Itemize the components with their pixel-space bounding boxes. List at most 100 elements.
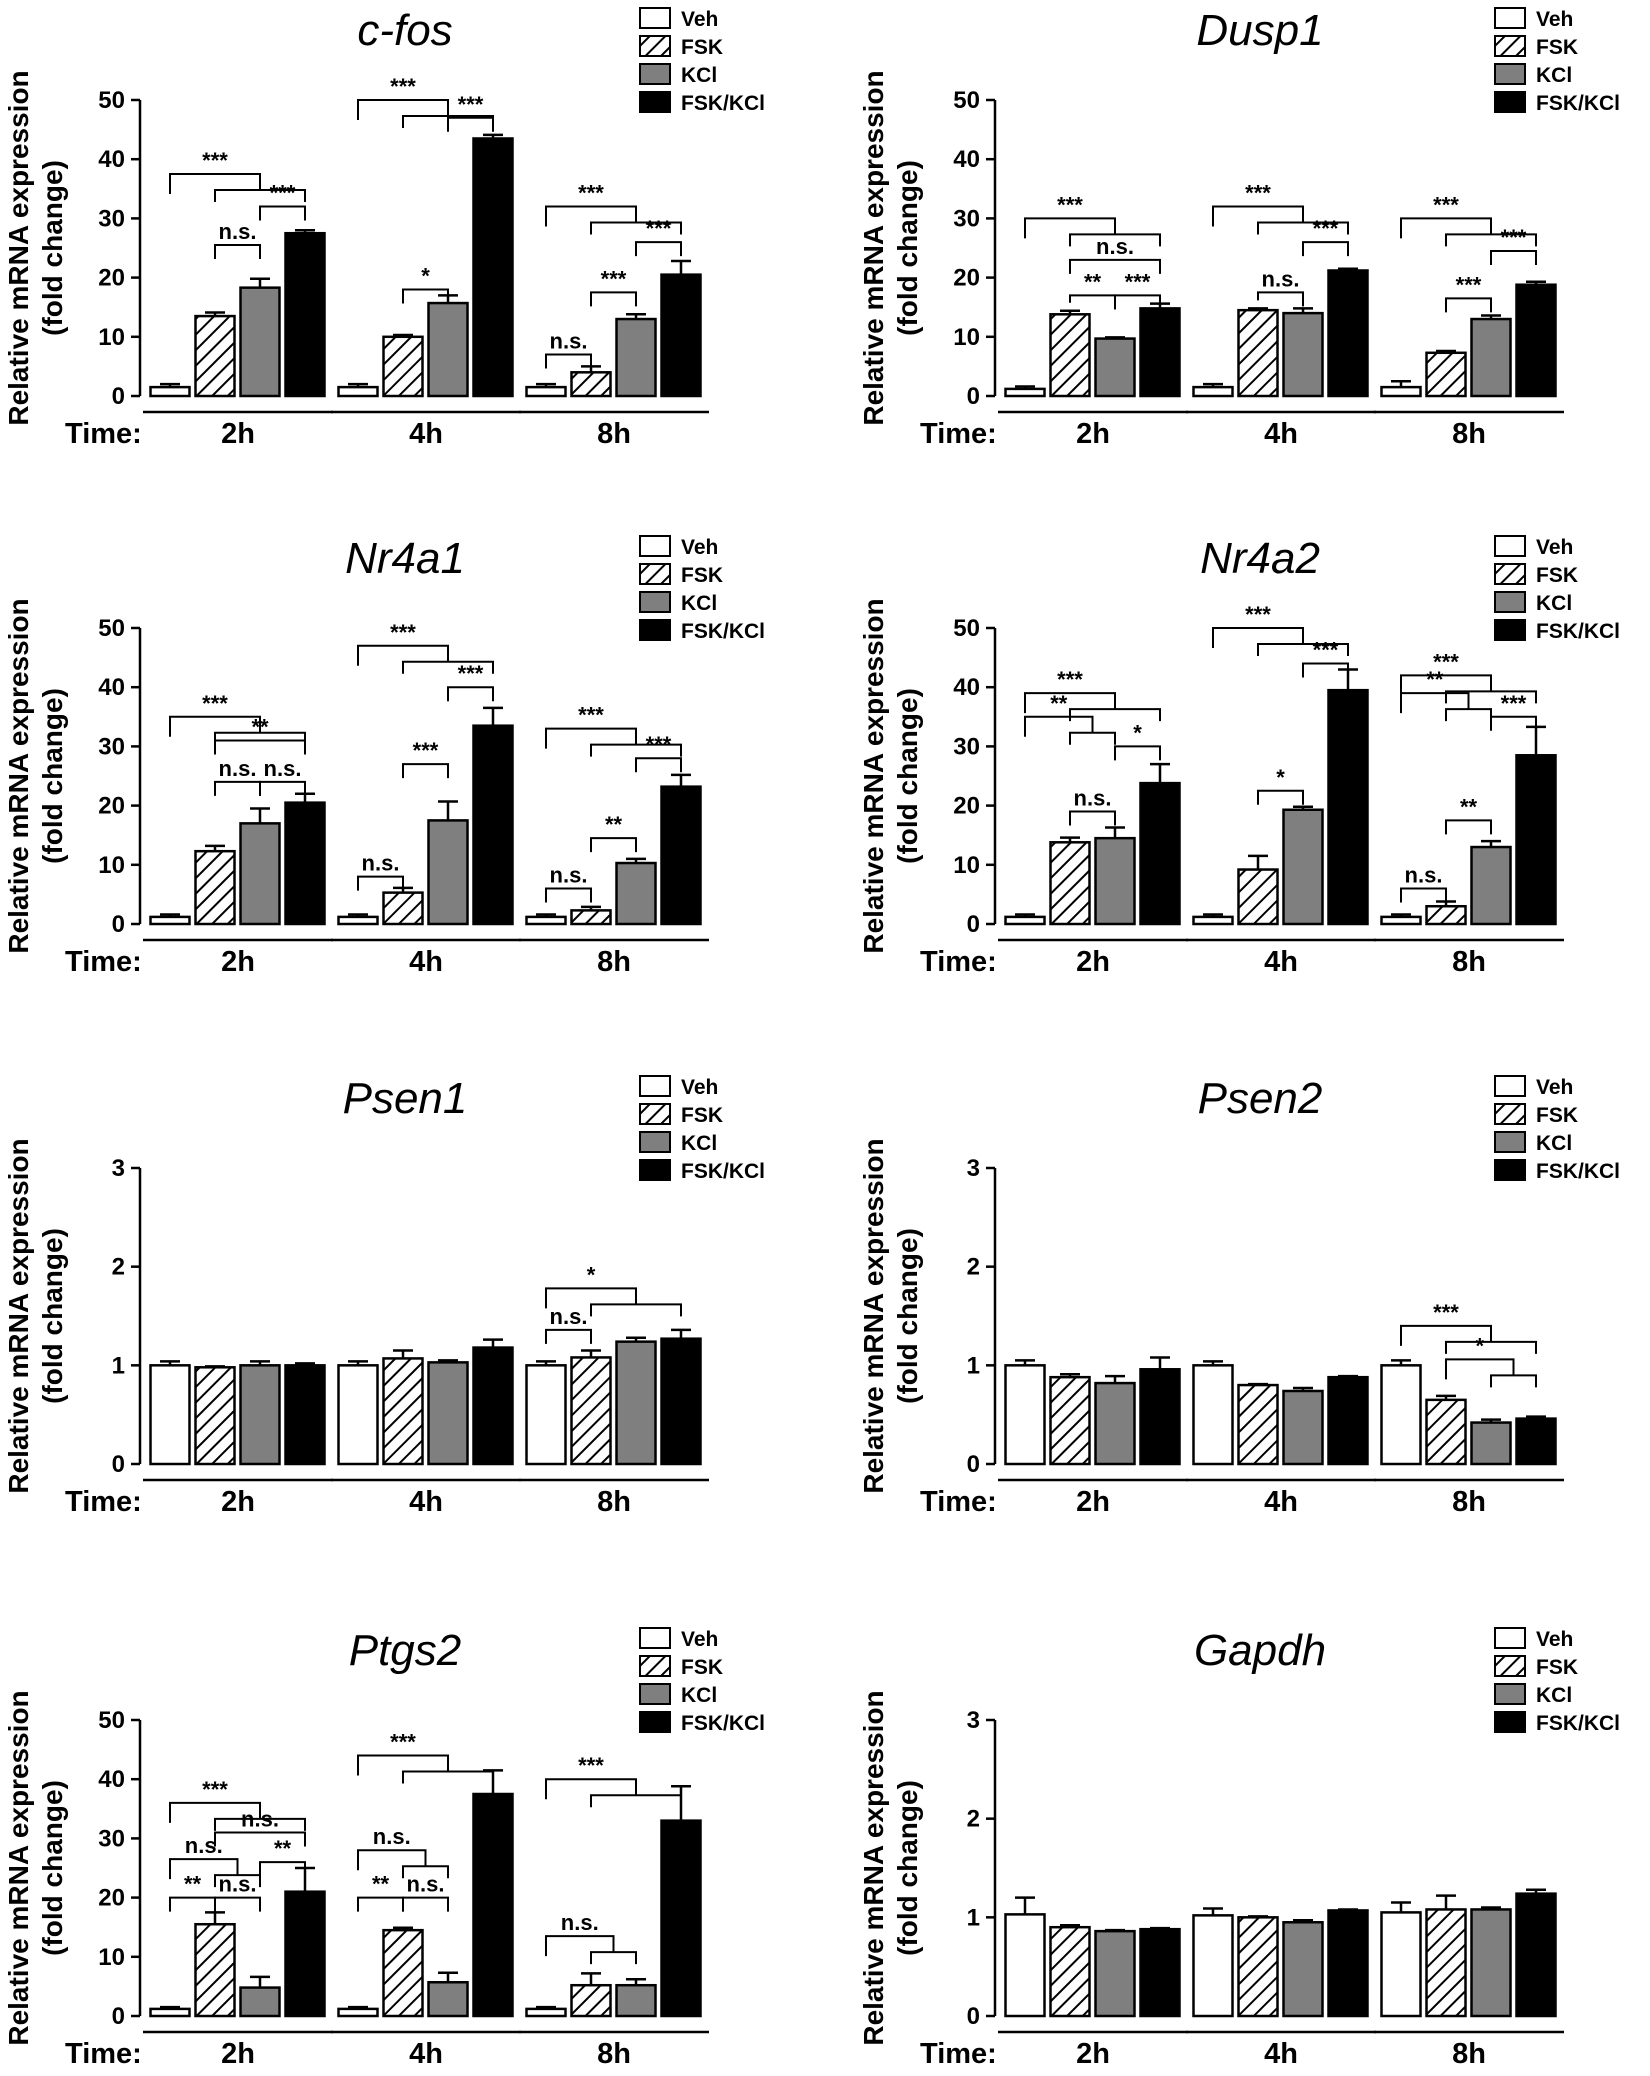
significance-bracket bbox=[1212, 627, 1304, 648]
x-category-label: 8h bbox=[1452, 2038, 1486, 2070]
bar-veh bbox=[149, 915, 191, 926]
x-category-label: 8h bbox=[597, 946, 631, 978]
significance-bracket bbox=[635, 757, 682, 773]
legend-label: KCl bbox=[1536, 64, 1572, 87]
bar-veh bbox=[149, 1364, 191, 1466]
legend-label: FSK/KCl bbox=[681, 1712, 765, 1735]
time-label: Time: bbox=[920, 1486, 997, 1518]
bar-fsk bbox=[1237, 1916, 1279, 2018]
legend-label: FSK/KCl bbox=[1536, 1160, 1620, 1183]
y-axis-label-line1: Relative mRNA expression bbox=[858, 598, 889, 953]
bar-fsk bbox=[1425, 1908, 1467, 2018]
significance-label: *** bbox=[458, 661, 484, 686]
legend-label: FSK bbox=[1536, 36, 1578, 59]
x-category-label: 2h bbox=[221, 946, 255, 978]
legend-swatch bbox=[1494, 1075, 1526, 1097]
bar-fsk bbox=[1049, 313, 1091, 398]
bar-fsk bbox=[382, 335, 424, 398]
bar-fsk-kcl bbox=[284, 801, 326, 926]
x-category-label: 2h bbox=[1076, 1486, 1110, 1518]
legend-label: FSK bbox=[1536, 564, 1578, 587]
significance-label: n.s. bbox=[550, 1304, 588, 1329]
chart-panel-nr4a2: Nr4a2 Relative mRNA expression (fold chang… bbox=[858, 534, 1620, 978]
x-category-label: 4h bbox=[1264, 1486, 1298, 1518]
y-axis-label-line1: Relative mRNA expression bbox=[3, 598, 34, 953]
bar-fsk bbox=[382, 891, 424, 926]
time-label: Time: bbox=[920, 2038, 997, 2070]
significance-label: *** bbox=[1313, 638, 1339, 663]
time-label: Time: bbox=[920, 946, 997, 978]
bar-veh bbox=[337, 915, 379, 926]
y-axis-label-line1: Relative mRNA expression bbox=[3, 70, 34, 425]
significance-bracket bbox=[1024, 692, 1116, 714]
significance-bracket bbox=[1114, 745, 1161, 761]
bar-veh bbox=[1380, 385, 1422, 398]
significance-bracket bbox=[214, 780, 261, 796]
y-axis-label: Relative mRNA expression (fold change) bbox=[858, 598, 923, 953]
legend-label: Veh bbox=[1536, 1076, 1573, 1099]
legend-label: Veh bbox=[681, 8, 718, 31]
bar-veh bbox=[1380, 1911, 1422, 2018]
bar-veh bbox=[1004, 1913, 1046, 2018]
bar-fsk-kcl bbox=[1327, 688, 1369, 926]
legend-label: KCl bbox=[681, 1132, 717, 1155]
legend-label: KCl bbox=[681, 1684, 717, 1707]
significance-label: *** bbox=[390, 74, 416, 99]
significance-label: *** bbox=[1433, 649, 1459, 674]
significance-bracket bbox=[545, 1935, 615, 1957]
y-axis-label-line1: Relative mRNA expression bbox=[858, 70, 889, 425]
y-tick-label: 30 bbox=[98, 205, 125, 232]
bar-veh bbox=[1004, 1364, 1046, 1466]
significance-label: *** bbox=[390, 1730, 416, 1755]
significance-bracket bbox=[1400, 692, 1470, 714]
legend-swatch bbox=[639, 591, 671, 613]
y-tick-label: 3 bbox=[112, 1155, 125, 1182]
significance-label: n.s. bbox=[373, 1824, 411, 1849]
significance-bracket bbox=[402, 763, 449, 779]
legend-label: KCl bbox=[1536, 592, 1572, 615]
significance-label: *** bbox=[1057, 667, 1083, 692]
legend-swatch bbox=[639, 1627, 671, 1649]
y-axis-label: Relative mRNA expression (fold change) bbox=[3, 1138, 68, 1493]
bar-fsk bbox=[194, 314, 236, 398]
bar-fsk-kcl bbox=[472, 1346, 514, 1466]
significance-label: n.s. bbox=[241, 1806, 279, 1831]
chart-panel-nr4a1: Nr4a1 Relative mRNA expression (fold chang… bbox=[3, 534, 765, 978]
significance-bracket bbox=[1400, 1324, 1492, 1346]
significance-label: n.s. bbox=[219, 219, 257, 244]
bar-kcl bbox=[1282, 1921, 1324, 2018]
significance-label: *** bbox=[1245, 602, 1271, 627]
y-tick-label: 3 bbox=[967, 1155, 980, 1182]
y-axis-label-line2: (fold change) bbox=[37, 1228, 68, 1404]
significance-bracket bbox=[545, 205, 637, 227]
significance-label: ** bbox=[251, 714, 269, 739]
significance-bracket bbox=[259, 205, 306, 221]
x-category-label: 8h bbox=[597, 1486, 631, 1518]
significance-label: ** bbox=[372, 1872, 390, 1897]
chart-panel-c-fos: c-fos Relative mRNA expression (fold chang… bbox=[3, 6, 765, 450]
x-category-label: 4h bbox=[409, 2038, 443, 2070]
bar-fsk-kcl bbox=[284, 1364, 326, 1466]
bar-veh bbox=[149, 385, 191, 398]
significance-bracket bbox=[169, 1801, 261, 1823]
legend-label: FSK bbox=[681, 36, 723, 59]
bar-fsk bbox=[1049, 841, 1091, 926]
significance-label: ** bbox=[1426, 667, 1444, 692]
significance-label: *** bbox=[1433, 1300, 1459, 1325]
time-label: Time: bbox=[65, 946, 142, 978]
significance-sub-bracket bbox=[1445, 708, 1492, 722]
legend-label: Veh bbox=[1536, 536, 1573, 559]
y-axis-label: Relative mRNA expression (fold change) bbox=[858, 1690, 923, 2045]
bar-veh bbox=[149, 2007, 191, 2018]
significance-label: *** bbox=[458, 92, 484, 117]
legend-swatch bbox=[1494, 63, 1526, 85]
x-category-label: 4h bbox=[1264, 418, 1298, 450]
significance-label: *** bbox=[1501, 225, 1527, 250]
bar-fsk-kcl bbox=[660, 1337, 702, 1466]
y-tick-label: 1 bbox=[967, 1352, 980, 1379]
time-label: Time: bbox=[920, 418, 997, 450]
legend-label: KCl bbox=[1536, 1684, 1572, 1707]
significance-label: *** bbox=[1501, 691, 1527, 716]
y-tick-label: 10 bbox=[98, 852, 125, 879]
significance-label: *** bbox=[646, 216, 672, 241]
